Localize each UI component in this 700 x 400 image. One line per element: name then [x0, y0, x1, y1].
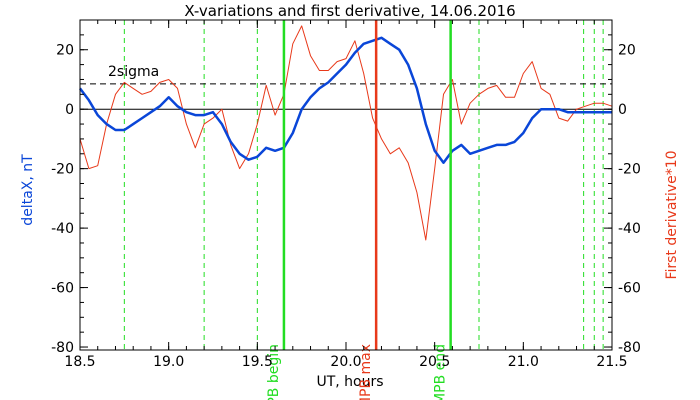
y-tick-label-left-5: -80: [51, 340, 74, 356]
y-tick-label-left-1: 0: [65, 102, 74, 118]
marker-label-2: MPB end: [433, 344, 449, 400]
x-tick-label-0: 18.5: [64, 354, 95, 370]
y-tick-label-left-3: -40: [51, 221, 74, 237]
x-tick-label-5: 21.0: [508, 354, 539, 370]
y-tick-label-left-4: -60: [51, 281, 74, 297]
y-axis-label-left: deltaX, nT: [20, 154, 36, 226]
chart-title: X-variations and first derivative, 14.06…: [184, 2, 515, 20]
y-tick-label-left-0: 20: [56, 43, 74, 59]
x-tick-label-6: 21.5: [596, 354, 627, 370]
marker-label-0: MPB begin: [266, 344, 282, 400]
x-tick-label-3: 20.0: [330, 354, 361, 370]
series-deltax-line: [78, 36, 612, 164]
sigma-label: 2sigma: [108, 64, 159, 80]
x-tick-label-2: 19.5: [242, 354, 273, 370]
y-tick-label-right-4: -60: [618, 281, 641, 297]
y-tick-label-right-2: -20: [618, 162, 641, 178]
y-tick-label-right-3: -40: [618, 221, 641, 237]
series-derivative-line: [79, 25, 613, 241]
marker-label-1: MPB max: [358, 344, 374, 400]
y-tick-label-left-2: -20: [51, 162, 74, 178]
y-tick-label-right-0: 20: [618, 43, 636, 59]
y-axis-label-right: First derivative*10: [664, 150, 680, 279]
x-axis-label: UT, hours: [316, 374, 383, 390]
x-tick-label-4: 20.5: [419, 354, 450, 370]
y-tick-label-right-5: -80: [618, 340, 641, 356]
plot-frame: [79, 19, 613, 351]
x-tick-label-1: 19.0: [153, 354, 184, 370]
y-tick-label-right-1: 0: [618, 102, 627, 118]
